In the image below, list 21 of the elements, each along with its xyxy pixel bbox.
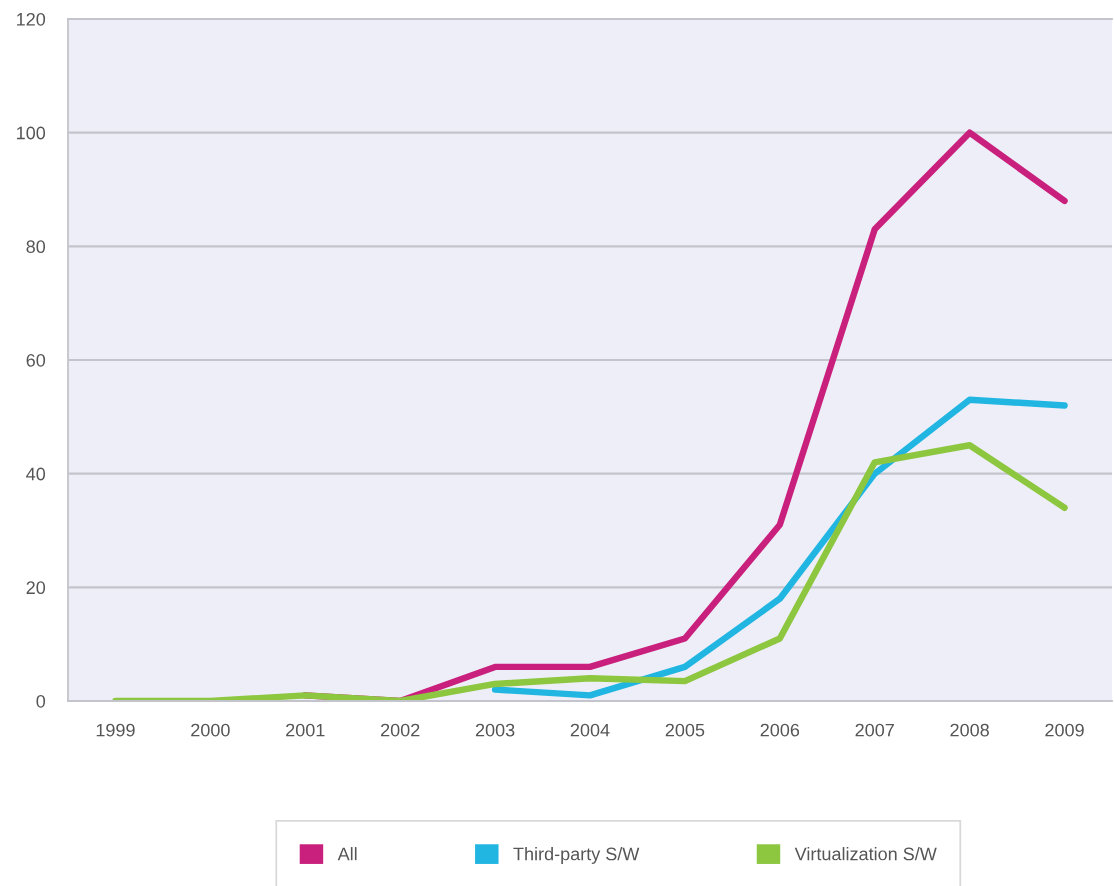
x-tick-label: 2007 [855, 723, 894, 737]
y-tick-label: 40 [26, 467, 46, 481]
y-tick-label: 120 [17, 12, 46, 26]
x-tick-label: 1999 [96, 723, 135, 737]
legend-label: All [337, 847, 357, 861]
x-tick-label: 2008 [950, 723, 989, 737]
x-tick-label: 2001 [286, 723, 325, 737]
x-tick-label: 2005 [665, 723, 705, 737]
y-tick-label: 0 [36, 694, 46, 708]
x-tick-label: 2003 [475, 723, 515, 737]
legend-label: Third-party S/W [513, 847, 640, 864]
legend-label: Virtualization S/W [794, 847, 937, 861]
y-tick-label: 20 [26, 581, 46, 595]
x-tick-label: 2000 [191, 723, 230, 737]
x-tick-label: 2006 [760, 723, 800, 737]
x-tick-label: 2009 [1045, 723, 1084, 737]
y-tick-label: 80 [26, 240, 46, 254]
x-tick-label: 2002 [381, 723, 420, 737]
y-tick-label: 60 [26, 353, 46, 367]
y-tick-label: 100 [17, 126, 46, 140]
x-tick-label: 2004 [570, 723, 610, 737]
